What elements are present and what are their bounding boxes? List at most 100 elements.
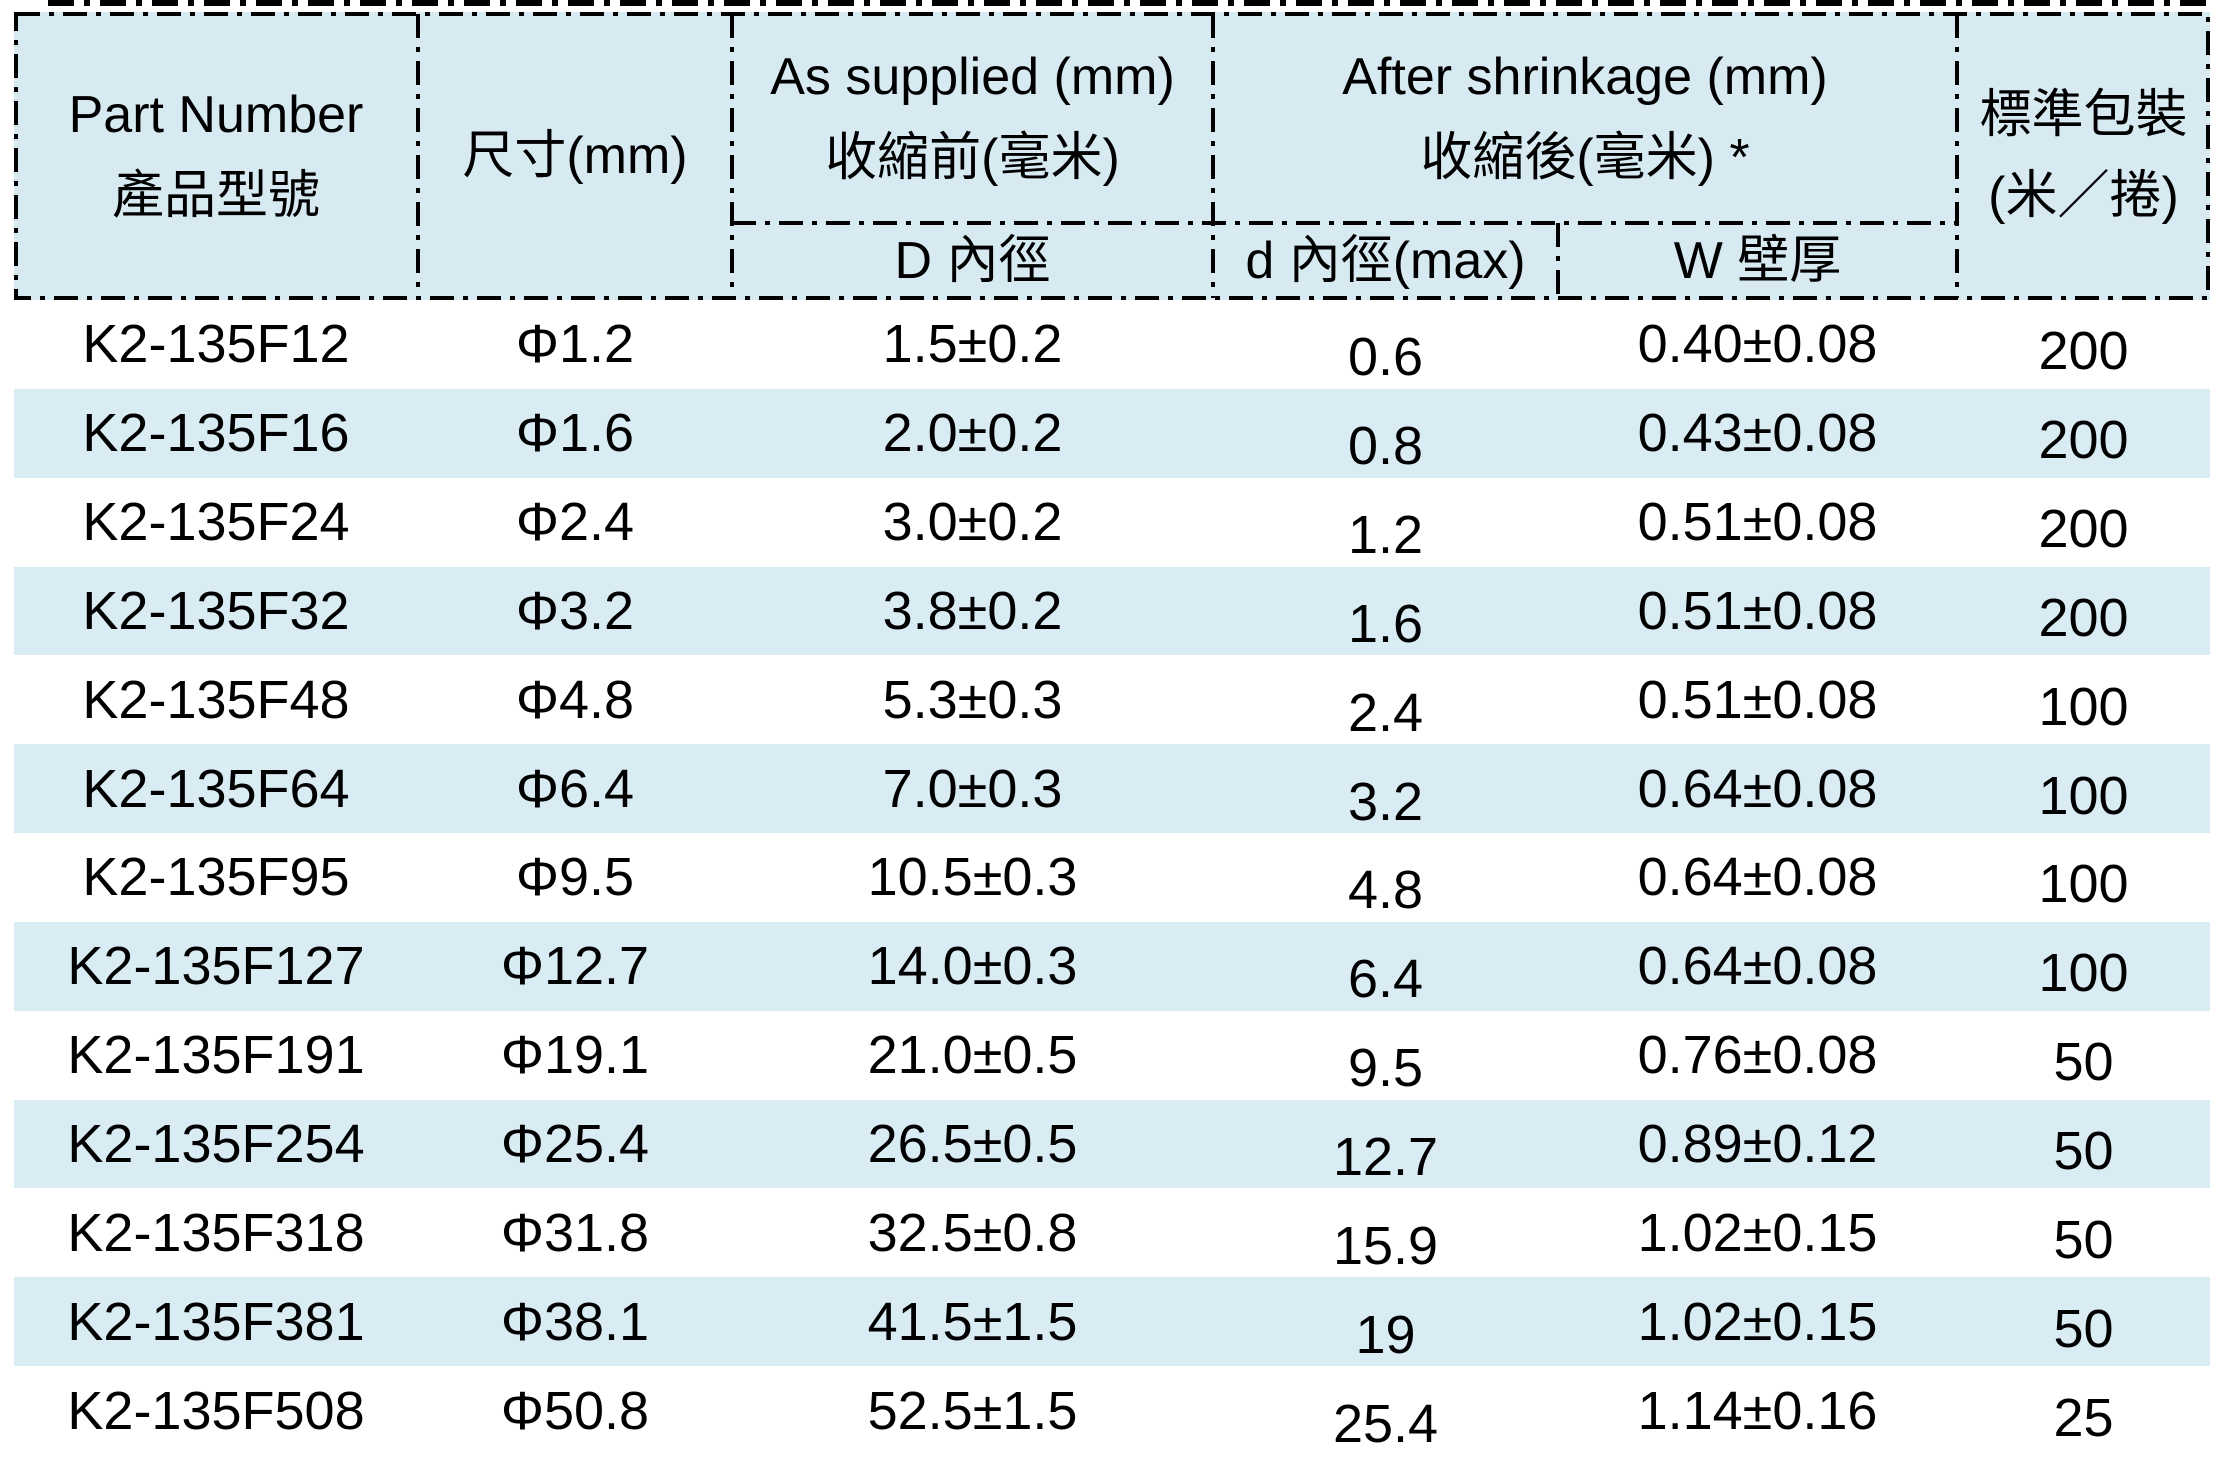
cell-shrunk-inner-d-max: 12.7	[1332, 1127, 1439, 1188]
cell-supplied-inner-d: 3.0±0.2	[882, 492, 1063, 553]
subheader-d-inner-supplied: D 內徑	[732, 223, 1213, 300]
header-after-shrinkage: After shrinkage (mm) 收縮後(毫米) *	[1213, 12, 1957, 223]
cell-packaging: 200	[2038, 587, 2129, 648]
header-after-shrinkage-en: After shrinkage (mm)	[1342, 47, 1828, 106]
cell-shrunk-inner-d-max: 25.4	[1332, 1393, 1439, 1454]
cell-shrunk-inner-d-max: 3.2	[1347, 771, 1424, 832]
cell-size: Φ9.5	[515, 847, 635, 908]
cell-supplied-inner-d: 2.0±0.2	[882, 403, 1063, 464]
header-after-shrinkage-zh: 收縮後(毫米) *	[1420, 128, 1750, 187]
header-part-number-en: Part Number	[68, 86, 364, 145]
cell-supplied-inner-d: 41.5±1.5	[867, 1291, 1078, 1352]
cell-shrunk-inner-d-max: 19	[1355, 1304, 1416, 1365]
cell-supplied-inner-d: 10.5±0.3	[867, 847, 1078, 908]
cell-wall-thickness: 0.51±0.08	[1637, 580, 1878, 641]
cell-size: Φ19.1	[500, 1025, 650, 1086]
header-as-supplied-zh: 收縮前(毫米)	[825, 128, 1120, 187]
table-header: Part Number 產品型號 尺寸(mm) As supplied (mm)…	[14, 12, 2210, 300]
cell-supplied-inner-d: 3.8±0.2	[882, 580, 1063, 641]
cell-part-number: K2-135F12	[82, 314, 350, 375]
cell-packaging: 100	[2038, 854, 2129, 915]
cell-wall-thickness: 0.51±0.08	[1637, 669, 1878, 730]
header-as-supplied-en: As supplied (mm)	[770, 47, 1175, 106]
cell-part-number: K2-135F24	[82, 492, 350, 553]
cell-size: Φ4.8	[515, 669, 635, 730]
cell-packaging: 50	[2053, 1121, 2114, 1182]
cell-wall-thickness: 0.64±0.08	[1637, 936, 1878, 997]
cell-wall-thickness: 0.40±0.08	[1637, 314, 1878, 375]
table-row: K2-135F12 Φ1.2 1.5±0.2 0.6 0.40±0.08 200	[14, 300, 2210, 389]
cell-supplied-inner-d: 32.5±0.8	[867, 1202, 1078, 1263]
cell-part-number: K2-135F64	[82, 758, 350, 819]
header-part-number-zh: 產品型號	[111, 167, 320, 225]
cell-size: Φ31.8	[500, 1202, 650, 1263]
cell-shrunk-inner-d-max: 1.6	[1347, 593, 1424, 654]
subheader-wall-thickness: W 壁厚	[1558, 223, 1957, 300]
cell-packaging: 200	[2038, 321, 2129, 382]
subheader-d-inner-after: d 內徑(max)	[1213, 223, 1558, 300]
table-row: K2-135F48 Φ4.8 5.3±0.3 2.4 0.51±0.08 100	[14, 655, 2210, 744]
cell-shrunk-inner-d-max: 9.5	[1347, 1038, 1424, 1099]
cell-part-number: K2-135F16	[82, 403, 350, 464]
cell-part-number: K2-135F508	[67, 1380, 365, 1441]
cell-part-number: K2-135F32	[82, 580, 350, 641]
cell-supplied-inner-d: 26.5±0.5	[867, 1114, 1078, 1175]
table-row: K2-135F95 Φ9.5 10.5±0.3 4.8 0.64±0.08 10…	[14, 833, 2210, 922]
cell-wall-thickness: 1.14±0.16	[1637, 1380, 1878, 1441]
cell-size: Φ38.1	[500, 1291, 650, 1352]
table-row: K2-135F254 Φ25.4 26.5±0.5 12.7 0.89±0.12…	[14, 1099, 2210, 1189]
cell-wall-thickness: 0.89±0.12	[1637, 1114, 1878, 1175]
cell-shrunk-inner-d-max: 6.4	[1347, 949, 1424, 1010]
cell-size: Φ2.4	[515, 492, 635, 553]
cell-part-number: K2-135F95	[82, 847, 350, 908]
cell-shrunk-inner-d-max: 0.8	[1347, 416, 1424, 477]
header-packaging-line1: 標準包裝	[1979, 86, 2188, 145]
header-grid-lines	[14, 12, 2210, 300]
cell-size: Φ25.4	[500, 1114, 650, 1175]
cell-packaging: 50	[2053, 1298, 2114, 1359]
cell-supplied-inner-d: 7.0±0.3	[882, 758, 1063, 819]
cell-wall-thickness: 0.51±0.08	[1637, 492, 1878, 553]
cell-supplied-inner-d: 5.3±0.3	[882, 669, 1063, 730]
cell-packaging: 200	[2038, 410, 2129, 471]
header-packaging: 標準包裝 (米／捲)	[1957, 12, 2210, 300]
top-edge-line	[48, 0, 2210, 6]
cell-part-number: K2-135F254	[67, 1114, 365, 1175]
cell-wall-thickness: 0.43±0.08	[1637, 403, 1878, 464]
cell-packaging: 50	[2053, 1209, 2114, 1270]
cell-size: Φ12.7	[500, 936, 650, 997]
cell-size: Φ50.8	[500, 1380, 650, 1441]
header-packaging-line2: (米／捲)	[1988, 167, 2179, 225]
cell-size: Φ1.2	[515, 314, 635, 375]
cell-part-number: K2-135F48	[82, 669, 350, 730]
header-part-number: Part Number 產品型號	[14, 12, 418, 300]
cell-shrunk-inner-d-max: 15.9	[1332, 1215, 1439, 1276]
subheader-d-inner-supplied-label: D 內徑	[894, 232, 1051, 291]
cell-packaging: 100	[2038, 765, 2129, 826]
table-row: K2-135F191 Φ19.1 21.0±0.5 9.5 0.76±0.08 …	[14, 1011, 2210, 1100]
cell-part-number: K2-135F127	[67, 936, 365, 997]
cell-packaging: 100	[2038, 943, 2129, 1004]
cell-size: Φ6.4	[515, 758, 635, 819]
table-row: K2-135F508 Φ50.8 52.5±1.5 25.4 1.14±0.16…	[14, 1366, 2210, 1455]
table-body: K2-135F12 Φ1.2 1.5±0.2 0.6 0.40±0.08 200…	[14, 300, 2210, 1455]
cell-packaging: 25	[2053, 1387, 2114, 1448]
cell-part-number: K2-135F191	[67, 1025, 365, 1086]
cell-packaging: 200	[2038, 499, 2129, 560]
cell-wall-thickness: 1.02±0.15	[1637, 1291, 1878, 1352]
table-row: K2-135F381 Φ38.1 41.5±1.5 19 1.02±0.15 5…	[14, 1277, 2210, 1367]
header-size: 尺寸(mm)	[418, 12, 732, 300]
cell-supplied-inner-d: 14.0±0.3	[867, 936, 1078, 997]
cell-part-number: K2-135F381	[67, 1291, 365, 1352]
table-row: K2-135F127 Φ12.7 14.0±0.3 6.4 0.64±0.08 …	[14, 921, 2210, 1011]
subheader-wall-thickness-label: W 壁厚	[1673, 232, 1842, 291]
table-row: K2-135F16 Φ1.6 2.0±0.2 0.8 0.43±0.08 200	[14, 388, 2210, 478]
cell-part-number: K2-135F318	[67, 1202, 365, 1263]
cell-supplied-inner-d: 1.5±0.2	[882, 314, 1063, 375]
table-row: K2-135F24 Φ2.4 3.0±0.2 1.2 0.51±0.08 200	[14, 478, 2210, 567]
table-row: K2-135F64 Φ6.4 7.0±0.3 3.2 0.64±0.08 100	[14, 744, 2210, 834]
cell-packaging: 100	[2038, 676, 2129, 737]
table-row: K2-135F32 Φ3.2 3.8±0.2 1.6 0.51±0.08 200	[14, 566, 2210, 656]
table-row: K2-135F318 Φ31.8 32.5±0.8 15.9 1.02±0.15…	[14, 1188, 2210, 1277]
